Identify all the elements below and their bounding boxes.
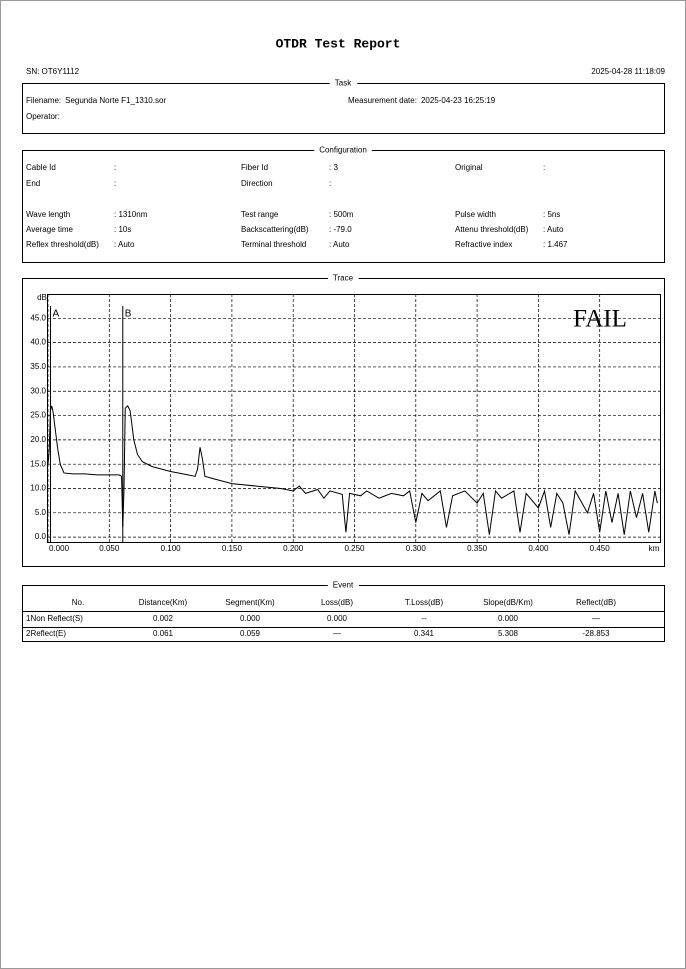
table-cell: --	[421, 614, 427, 623]
y-tick-label: 25.0	[30, 411, 46, 420]
section-legend: Configuration	[319, 146, 367, 155]
trace-line	[47, 404, 658, 535]
legend-background	[314, 146, 372, 155]
field-label: Measurement date:	[348, 96, 417, 105]
table-cell: 0.061	[153, 629, 174, 638]
x-tick-label: 0.000	[49, 544, 70, 553]
task-field: Operator:	[26, 112, 60, 121]
table-cell: —	[592, 614, 600, 623]
config-value: : Auto	[543, 225, 564, 234]
config-label: End	[26, 179, 40, 188]
y-tick-label: 45.0	[30, 313, 46, 322]
table-cell: 5.308	[498, 629, 519, 638]
y-tick-label: 10.0	[30, 484, 46, 493]
marker-label: B	[125, 309, 132, 320]
table-cell: —	[333, 629, 341, 638]
legend-background	[329, 79, 358, 88]
column-header: Reflect(dB)	[576, 598, 616, 607]
config-value: : 1.467	[543, 240, 568, 249]
config-value: : 500m	[329, 210, 354, 219]
y-tick-label: 0.0	[35, 532, 47, 541]
x-tick-label: 0.150	[222, 544, 243, 553]
config-label: Refractive index	[455, 240, 512, 249]
config-label: Attenu threshold(dB)	[455, 225, 529, 234]
config-value: :	[114, 163, 116, 172]
column-header: Loss(dB)	[321, 598, 353, 607]
x-unit: km	[649, 544, 660, 553]
x-tick-label: 0.050	[99, 544, 120, 553]
config-value: : 1310nm	[114, 210, 148, 219]
config-label: Original	[455, 163, 483, 172]
x-tick-label: 0.450	[590, 544, 611, 553]
config-label: Fiber Id	[241, 163, 268, 172]
table-cell: 1Non Reflect(S)	[26, 614, 83, 623]
config-value: : Auto	[329, 240, 350, 249]
y-tick-label: 30.0	[30, 386, 46, 395]
config-value: :	[329, 179, 331, 188]
config-label: Cable Id	[26, 163, 56, 172]
report-timestamp: 2025-04-28 11:18:09	[591, 67, 665, 76]
config-label: Wave length	[26, 210, 70, 219]
marker-label: A	[52, 309, 59, 320]
y-tick-label: 20.0	[30, 435, 46, 444]
task-field: Filename: Segunda Norte F1_1310.sor	[26, 96, 166, 105]
x-tick-label: 0.350	[467, 544, 488, 553]
y-tick-label: 40.0	[30, 338, 46, 347]
config-value: : -79.0	[329, 225, 352, 234]
config-label: Reflex threshold(dB)	[26, 240, 99, 249]
column-header: T.Loss(dB)	[405, 598, 444, 607]
legend-background	[327, 581, 359, 590]
legend-background	[327, 274, 359, 283]
table-cell: 0.341	[414, 629, 435, 638]
config-value: : Auto	[114, 240, 135, 249]
x-tick-label: 0.300	[406, 544, 427, 553]
config-value: :	[114, 179, 116, 188]
config-label: Test range	[241, 210, 279, 219]
x-tick-label: 0.400	[528, 544, 549, 553]
config-value: : 3	[329, 163, 338, 172]
y-tick-label: 35.0	[30, 362, 46, 371]
config-value: :	[543, 163, 545, 172]
x-tick-label: 0.250	[344, 544, 365, 553]
table-cell: 0.059	[240, 629, 261, 638]
config-label: Average time	[26, 225, 74, 234]
table-cell: -28.853	[582, 629, 610, 638]
field-label: Operator:	[26, 112, 60, 121]
plot-frame	[47, 294, 661, 543]
table-cell: 0.002	[153, 614, 174, 623]
y-unit: dB	[37, 293, 47, 302]
serial-number: SN: OT6Y1112	[26, 67, 80, 76]
section-legend: Event	[333, 581, 354, 590]
field-label: Filename:	[26, 96, 61, 105]
table-cell: 0.000	[240, 614, 261, 623]
field-value: 2025-04-23 16:25:19	[421, 96, 496, 105]
column-header: Segment(Km)	[225, 598, 275, 607]
table-cell: 2Reflect(E)	[26, 629, 66, 638]
task-field: Measurement date: 2025-04-23 16:25:19	[348, 96, 496, 105]
config-label: Direction	[241, 179, 273, 188]
verdict: FAIL	[573, 306, 627, 333]
y-tick-label: 15.0	[30, 459, 46, 468]
column-header: Distance(Km)	[139, 598, 188, 607]
config-label: Pulse width	[455, 210, 496, 219]
y-tick-label: 5.0	[35, 508, 47, 517]
x-tick-label: 0.100	[161, 544, 182, 553]
section-legend: Trace	[333, 274, 354, 283]
config-label: Terminal threshold	[241, 240, 306, 249]
column-header: Slope(dB/Km)	[483, 598, 533, 607]
report-title: OTDR Test Report	[276, 36, 401, 51]
column-header: No.	[72, 598, 84, 607]
config-label: Backscattering(dB)	[241, 225, 309, 234]
table-cell: 0.000	[327, 614, 348, 623]
config-value: : 10s	[114, 225, 131, 234]
x-tick-label: 0.200	[283, 544, 304, 553]
table-cell: 0.000	[498, 614, 519, 623]
config-value: : 5ns	[543, 210, 560, 219]
section-legend: Task	[335, 79, 352, 88]
field-value: Segunda Norte F1_1310.sor	[65, 96, 166, 105]
